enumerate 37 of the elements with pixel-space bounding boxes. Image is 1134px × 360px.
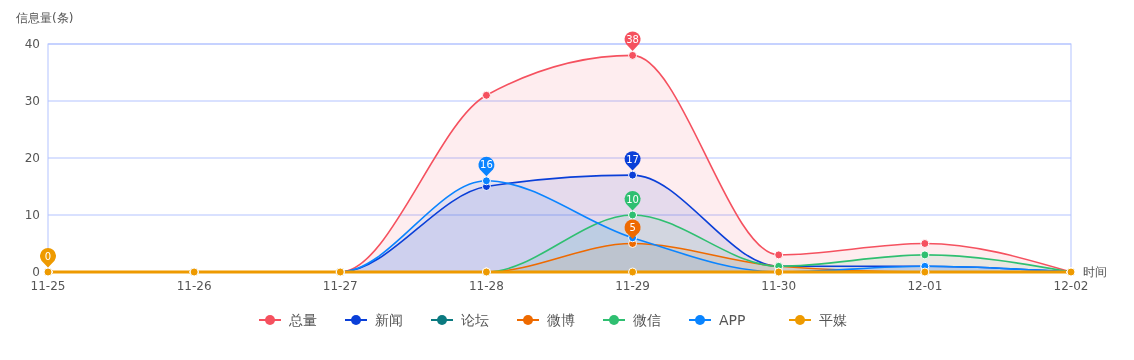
- data-label: 0: [44, 250, 52, 262]
- data-label: 16: [480, 159, 493, 171]
- point: [628, 50, 638, 60]
- x-tick-label: 11-27: [322, 279, 358, 293]
- y-tick-label: 30: [24, 94, 40, 109]
- point: [920, 239, 930, 248]
- data-label: 10: [626, 193, 639, 205]
- legend-label: 新闻: [375, 311, 403, 328]
- point: [774, 250, 784, 260]
- legend-label: 论坛: [461, 311, 489, 328]
- x-tick-label: 11-29: [615, 279, 651, 293]
- y-tick-label: 20: [24, 151, 40, 166]
- data-label: 5: [629, 222, 636, 233]
- point: [481, 176, 491, 186]
- y-tick-label: 0: [32, 265, 40, 280]
- legend-label: APP: [719, 311, 746, 328]
- legend-label: 微信: [633, 311, 661, 328]
- x-tick-label: 12-02: [1053, 279, 1089, 293]
- x-tick-label: 11-25: [30, 279, 66, 293]
- point: [481, 90, 491, 100]
- data-label: 17: [626, 153, 639, 165]
- x-axis-title: 时间: [1083, 265, 1107, 280]
- point: [628, 170, 638, 180]
- point: [628, 267, 638, 277]
- data-label: 38: [626, 33, 639, 45]
- point: [920, 250, 930, 260]
- y-tick-label: 10: [24, 208, 40, 223]
- x-tick-label: 12-01: [907, 279, 943, 293]
- y-tick-label: 40: [24, 37, 40, 52]
- legend-label: 平媒: [819, 311, 847, 328]
- legend-label: 总量: [288, 311, 317, 328]
- x-tick-label: 11-28: [468, 279, 504, 293]
- point: [628, 210, 638, 220]
- x-tick-label: 11-26: [176, 279, 212, 293]
- legend-label: 微博: [547, 311, 575, 328]
- y-axis-title: 信息量(条): [16, 11, 74, 25]
- x-tick-label: 11-30: [761, 279, 797, 293]
